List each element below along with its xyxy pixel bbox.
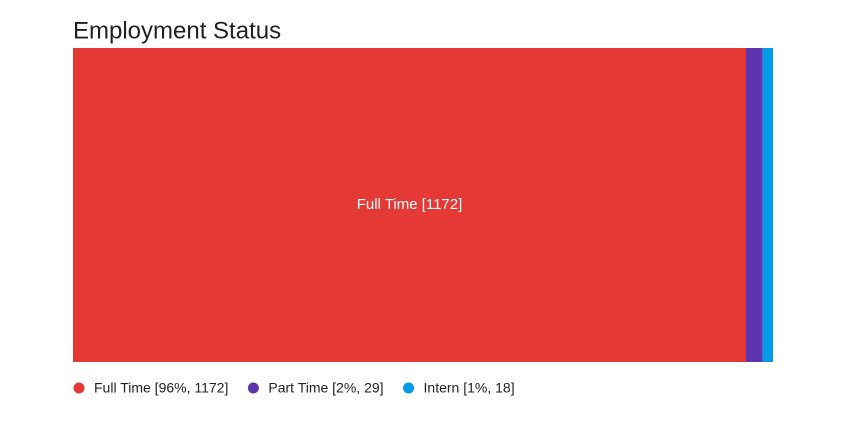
- legend-marker: [403, 382, 415, 394]
- legend-label: Full Time [96%, 1172]: [94, 380, 228, 396]
- legend-label: Intern [1%, 18]: [424, 380, 515, 396]
- legend-label: Part Time [2%, 29]: [268, 380, 383, 396]
- cell-label: Full Time [1172]: [357, 196, 463, 213]
- legend-marker: [247, 382, 259, 394]
- treemap-cell: [762, 48, 773, 362]
- legend-marker: [73, 382, 85, 394]
- chart-title: Employment Status: [73, 17, 281, 44]
- treemap-cell: [746, 48, 763, 362]
- treemap-cell: [73, 48, 747, 362]
